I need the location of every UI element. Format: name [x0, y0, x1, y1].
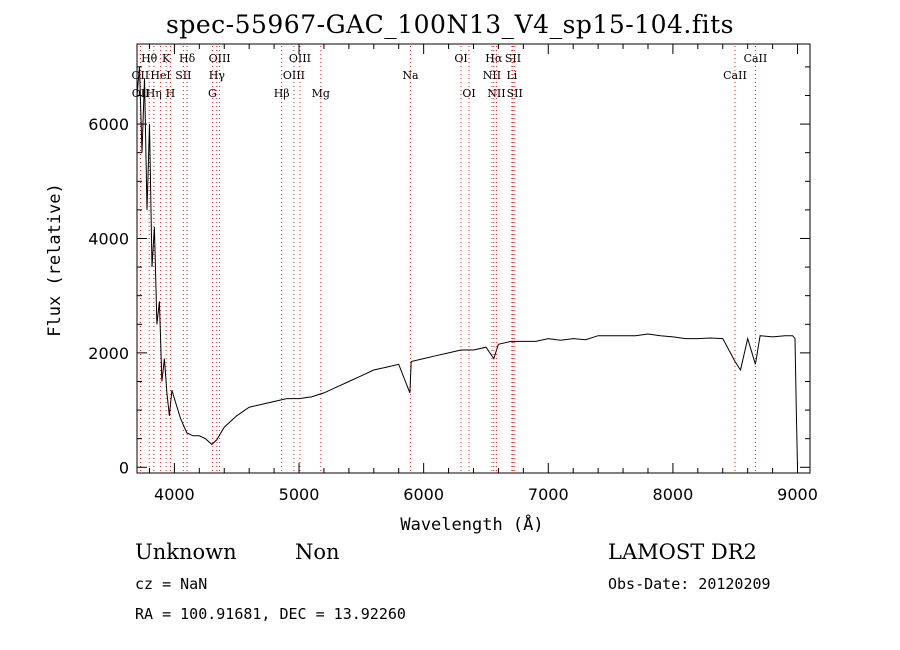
x-axis-label: Wavelength (Å)	[400, 513, 543, 535]
x-tick-label-5: 9000	[777, 485, 818, 504]
survey-label: LAMOST DR2	[608, 540, 757, 564]
spectrum-series-line	[136, 66, 798, 468]
line-marker-label-25: CaII	[723, 69, 747, 82]
x-axis-ticks: 4000 5000 6000 7000 8000 9000	[148, 44, 818, 504]
line-marker-label-6: SII	[175, 69, 191, 82]
y-axis-ticks: 0 2000 4000 6000	[88, 66, 810, 477]
x-tick-label-3: 7000	[528, 485, 569, 504]
line-marker-label-11: G	[208, 87, 217, 100]
line-marker-label-15: Mg	[312, 87, 330, 100]
line-marker-label-12: Hβ	[274, 87, 290, 100]
redshift-label: cz = NaN	[135, 575, 208, 593]
x-tick-label-4: 8000	[653, 485, 694, 504]
x-tick-label-2: 6000	[403, 485, 444, 504]
line-marker-label-2: Hθ	[141, 52, 158, 65]
chart-title: spec-55967-GAC_100N13_V4_sp15-104.fits	[166, 10, 734, 39]
line-marker-label-24: SII	[507, 87, 523, 100]
y-axis-label: Flux (relative)	[45, 183, 65, 337]
line-marker-label-21: NII	[487, 87, 505, 100]
line-marker-label-20: NII	[483, 69, 501, 82]
line-marker-label-26: CaII	[744, 52, 768, 65]
plot-frame	[136, 43, 811, 474]
y-tick-label-1: 2000	[88, 344, 129, 363]
line-marker-label-3: Hη	[146, 87, 162, 100]
line-markers	[139, 46, 756, 473]
y-tick-label-3: 6000	[88, 115, 129, 134]
line-marker-label-22: SII	[505, 52, 521, 65]
x-tick-label-0: 4000	[154, 485, 195, 504]
line-marker-label-5: HeI	[150, 69, 170, 82]
line-marker-label-19: Hα	[485, 52, 503, 65]
line-marker-label-17: OI	[454, 52, 467, 65]
line-marker-label-10: Hγ	[209, 69, 226, 82]
obs-date-label: Obs-Date: 20120209	[608, 575, 771, 593]
coords-label: RA = 100.91681, DEC = 13.92260	[135, 605, 406, 623]
line-marker-label-7: H	[166, 87, 176, 100]
line-marker-label-8: Hδ	[179, 52, 196, 65]
y-tick-label-2: 4000	[88, 229, 129, 248]
subclass-label: Non	[295, 540, 340, 564]
class-label: Unknown	[135, 540, 237, 564]
y-tick-label-0: 0	[119, 458, 129, 477]
line-marker-label-18: OI	[462, 87, 475, 100]
line-marker-label-23: Li	[506, 69, 517, 82]
line-marker-label-16: Na	[402, 69, 419, 82]
line-marker-label-9: OIII	[209, 52, 231, 65]
line-marker-label-13: OIII	[283, 69, 305, 82]
x-tick-label-1: 5000	[279, 485, 320, 504]
line-marker-label-14: OIII	[289, 52, 311, 65]
line-marker-label-4: K	[162, 52, 171, 65]
